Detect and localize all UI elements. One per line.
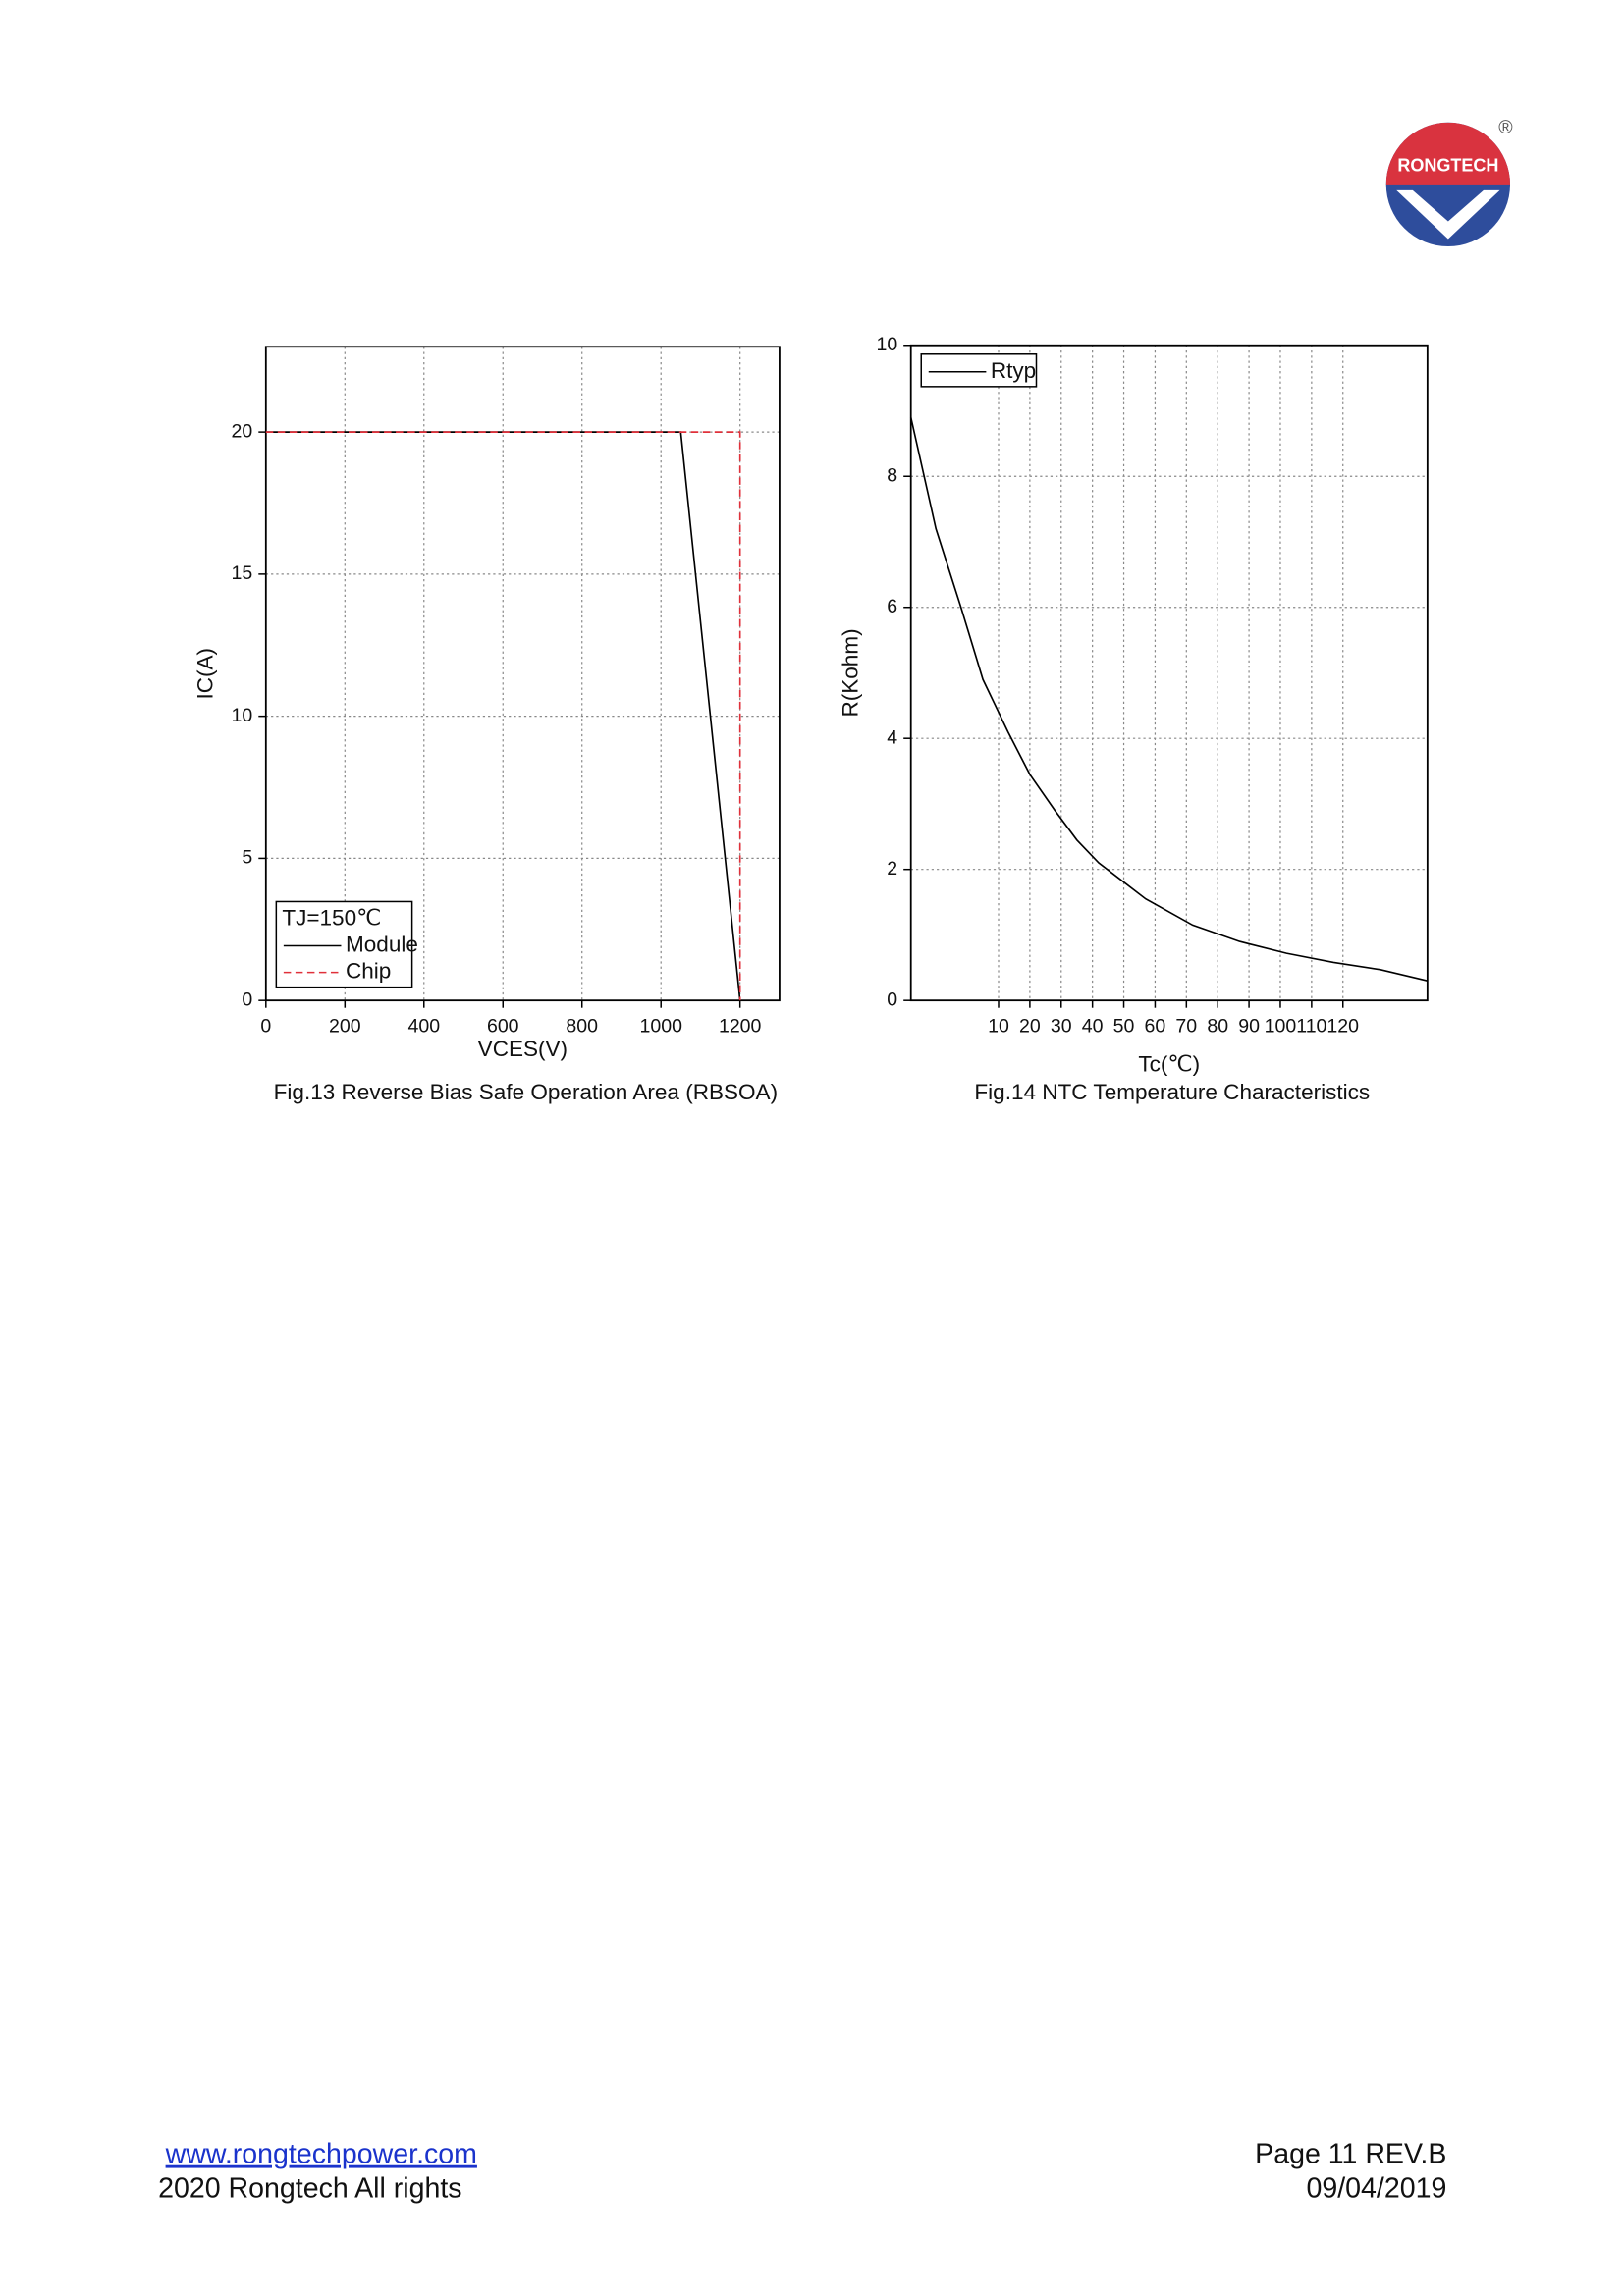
x-tick-label: 60 bbox=[1145, 1015, 1166, 1037]
logo: RONGTECH ® bbox=[1385, 117, 1513, 247]
x-tick-label: 80 bbox=[1207, 1015, 1228, 1037]
x-tick-label: 10 bbox=[988, 1015, 1009, 1037]
x-tick-label: 800 bbox=[566, 1015, 598, 1037]
x-tick-label: 100 bbox=[1265, 1015, 1297, 1037]
x-tick-label: 400 bbox=[407, 1015, 440, 1037]
series-line bbox=[265, 431, 741, 1001]
x-tick-label: 50 bbox=[1113, 1015, 1135, 1037]
logo-mark: ® bbox=[1498, 117, 1513, 138]
logo-text: RONGTECH bbox=[1397, 156, 1498, 176]
x-tick-label: 200 bbox=[329, 1015, 361, 1037]
y-tick-label: 4 bbox=[887, 726, 897, 748]
y-tick-label: 6 bbox=[887, 596, 897, 617]
series-line bbox=[909, 416, 1429, 982]
y-tick-label: 10 bbox=[876, 334, 897, 355]
x-tick-label: 110 bbox=[1296, 1015, 1326, 1037]
footer-date: 09/04/2019 bbox=[1307, 2172, 1447, 2204]
legend-label: Rtyp bbox=[991, 358, 1036, 383]
x-tick-label: 70 bbox=[1175, 1015, 1197, 1037]
x-tick-label: 1200 bbox=[719, 1015, 762, 1037]
x-tick-label: 0 bbox=[260, 1015, 271, 1037]
logo-v bbox=[1396, 189, 1500, 240]
x-tick-label: 90 bbox=[1238, 1015, 1260, 1037]
footer-page: Page 11 REV.B bbox=[1255, 2139, 1446, 2170]
x-tick-label: 1000 bbox=[639, 1015, 682, 1037]
y-tick-label: 5 bbox=[242, 847, 252, 869]
x-tick-label: 20 bbox=[1019, 1015, 1041, 1037]
plot-frame bbox=[264, 346, 781, 1002]
legend-title: TJ=150℃ bbox=[282, 905, 381, 930]
chart-caption: Fig.13 Reverse Bias Safe Operation Area … bbox=[274, 1080, 778, 1104]
x-tick-label: 120 bbox=[1326, 1015, 1359, 1037]
legend-label: Chip bbox=[346, 959, 391, 984]
footer-rights: 2020 Rongtech All rights bbox=[158, 2172, 461, 2204]
x-tick-label: 40 bbox=[1082, 1015, 1104, 1037]
x-tick-label: 600 bbox=[487, 1015, 519, 1037]
chart: 0 2 4 6 8 10 10 20 30 40 50 60 70 80 90 100 110 120 Rtyp Tc… bbox=[839, 334, 1429, 1104]
legend-box bbox=[920, 353, 1038, 388]
y-tick-label: 8 bbox=[887, 464, 897, 486]
x-axis-label: VCES(V) bbox=[478, 1037, 568, 1061]
y-tick-label: 20 bbox=[232, 420, 253, 442]
legend-label: Module bbox=[346, 933, 418, 957]
x-tick-label: 30 bbox=[1051, 1015, 1072, 1037]
y-tick-label: 10 bbox=[232, 705, 253, 726]
x-axis-label: Tc(℃) bbox=[1138, 1051, 1200, 1076]
y-axis-label: R(Kohm) bbox=[839, 628, 863, 717]
chart-caption: Fig.14 NTC Temperature Characteristics bbox=[974, 1080, 1370, 1104]
y-tick-label: 15 bbox=[232, 562, 253, 584]
y-tick-label: 0 bbox=[242, 988, 252, 1010]
y-axis-label: IC(A) bbox=[193, 648, 218, 700]
plot-frame bbox=[909, 344, 1429, 1002]
y-tick-label: 0 bbox=[887, 988, 897, 1010]
y-tick-label: 2 bbox=[887, 858, 897, 880]
footer-link[interactable]: www.rongtechpower.com bbox=[165, 2139, 477, 2170]
